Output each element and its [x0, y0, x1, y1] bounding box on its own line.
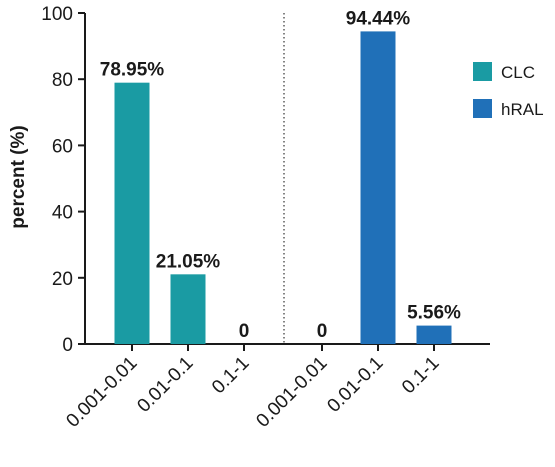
- bar-hral-3: [416, 325, 452, 344]
- data-label: 0: [317, 321, 328, 342]
- plot-area: 0 20 40 60 80 100 78.95% 0.001-0.01 21.05% 0.01-0…: [41, 4, 490, 432]
- x-category-label: 0.001-0.01: [252, 353, 331, 432]
- x-category-label: 0.001-0.01: [62, 353, 141, 432]
- y-tick-label: 20: [52, 269, 73, 290]
- y-axis-label: percent (%): [8, 125, 29, 228]
- y-tick-label: 0: [62, 335, 73, 356]
- x-category-label: 0.1-1: [398, 353, 443, 398]
- data-label: 94.44%: [346, 8, 411, 29]
- x-category-label: 0.01-0.1: [133, 353, 197, 417]
- data-label: 78.95%: [100, 60, 165, 81]
- bar-clc-1: [114, 82, 150, 344]
- y-tick-label: 100: [41, 4, 73, 25]
- data-label: 0: [239, 321, 250, 342]
- data-label: 21.05%: [156, 251, 221, 272]
- y-tick-label: 60: [52, 136, 73, 157]
- bar-clc-2: [170, 274, 206, 344]
- legend-label-hral: hRAL: [501, 100, 544, 119]
- legend-label-clc: CLC: [501, 63, 535, 82]
- x-category-label: 0.01-0.1: [323, 353, 387, 417]
- y-tick-label: 40: [52, 203, 73, 224]
- legend-swatch-hral: [473, 99, 492, 118]
- y-tick-label: 80: [52, 70, 73, 91]
- legend: CLC hRAL: [473, 62, 544, 119]
- x-category-label: 0.1-1: [208, 353, 253, 398]
- bar-hral-2: [360, 31, 396, 345]
- legend-swatch-clc: [473, 62, 492, 81]
- data-label: 5.56%: [407, 303, 461, 324]
